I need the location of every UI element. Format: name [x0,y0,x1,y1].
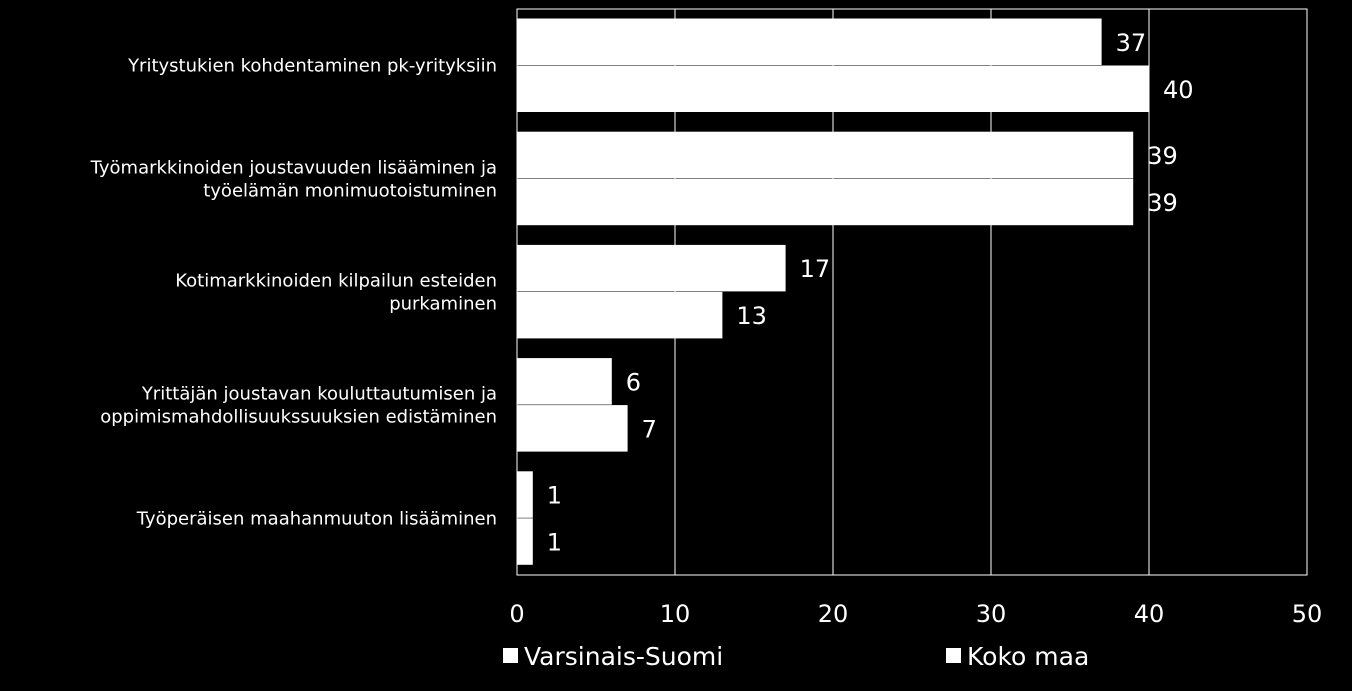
category-label: purkaminen [389,294,497,315]
bar-koko-maa [517,65,1149,112]
data-label: 1 [547,482,562,510]
data-label: 37 [1116,29,1147,57]
bar-varsinais-suomi [517,244,786,292]
category-label: Yrittäjän joustavan kouluttautumisen ja [141,384,497,405]
data-label: 40 [1163,76,1194,104]
data-label: 13 [736,302,767,330]
legend-label: Varsinais-Suomi [524,642,723,671]
bar-koko-maa [517,291,723,339]
bar-koko-maa [517,518,533,565]
data-label: 39 [1147,142,1178,170]
x-tick-label: 0 [509,600,524,628]
data-label: 6 [626,368,641,396]
bar-varsinais-suomi [517,18,1102,65]
category-label: oppimismahdollisuukssuuksien edistäminen [100,407,497,428]
category-label: Yritystukien kohdentaminen pk-yrityksiin [127,56,497,77]
bar-varsinais-suomi [517,131,1134,179]
bar-koko-maa [517,405,628,452]
data-label: 39 [1147,189,1178,217]
x-tick-label: 10 [660,600,691,628]
legend-swatch [503,648,518,663]
category-label: työelämän monimuotoistuminen [203,180,497,201]
data-label: 1 [547,529,562,557]
legend-label: Koko maa [967,642,1089,671]
legend-swatch [946,648,961,663]
category-label: Kotimarkkinoiden kilpailun esteiden [175,271,497,292]
x-tick-label: 50 [1292,600,1323,628]
data-label: 7 [642,415,657,443]
bar-varsinais-suomi [517,358,612,405]
category-label: Työmarkkinoiden joustavuuden lisääminen … [90,157,497,178]
x-tick-label: 40 [1134,600,1165,628]
data-label: 17 [800,255,831,283]
bar-koko-maa [517,178,1134,226]
x-tick-label: 20 [818,600,849,628]
bar-varsinais-suomi [517,471,533,518]
category-label: Työperäisen maahanmuuton lisääminen [136,508,497,529]
x-tick-label: 30 [976,600,1007,628]
